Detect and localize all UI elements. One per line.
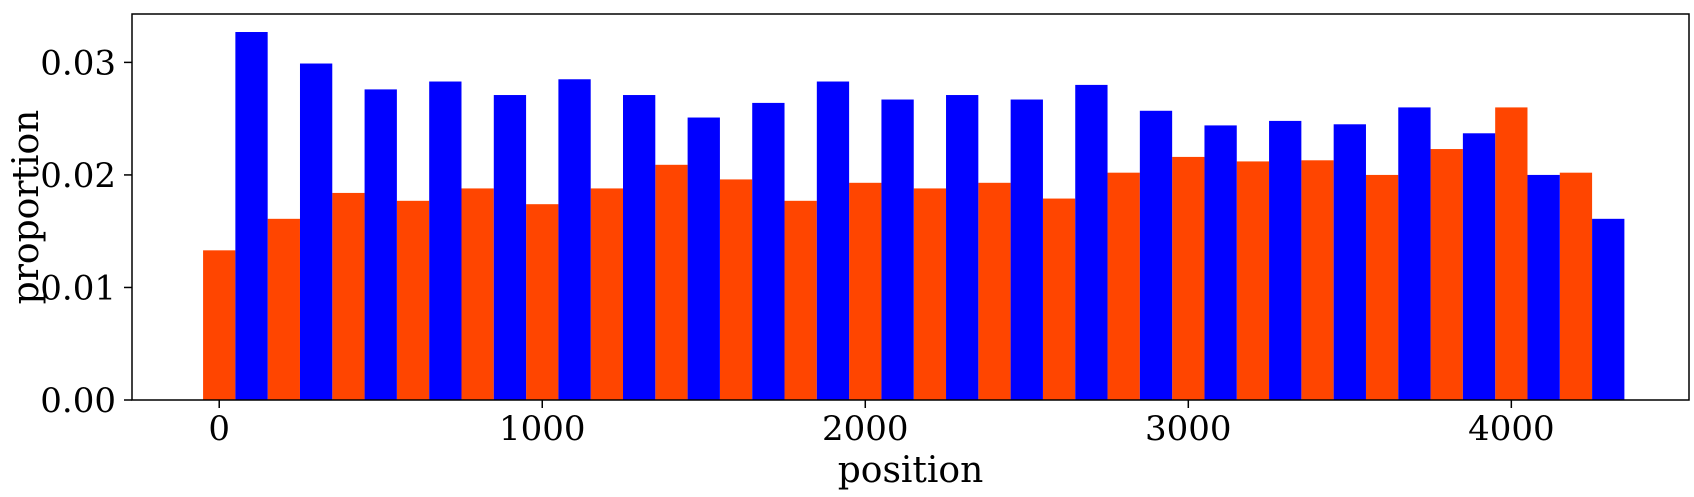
bar-series1-800	[461, 188, 494, 400]
y-axis: 0.00 0.01 0.02 0.03	[40, 43, 132, 421]
bar-series2-2700	[1075, 84, 1108, 401]
y-tick-label: 0.01	[40, 268, 116, 308]
y-tick-label: 0.00	[40, 381, 116, 421]
bar-series1-3200	[1236, 161, 1270, 400]
bar-series1-1800	[784, 200, 817, 400]
x-axis: 0 1000 2000 3000 4000	[208, 400, 1555, 449]
bar-series2-1900	[816, 81, 850, 401]
bar-series2-3300	[1269, 120, 1302, 400]
bar-series1-2800	[1107, 172, 1140, 400]
x-tick-label: 0	[208, 409, 230, 449]
bar-series2-2900	[1139, 110, 1173, 400]
bar-series2-4100	[1527, 174, 1560, 400]
bar-series2-100	[235, 32, 268, 400]
bar-series2-1300	[623, 95, 656, 400]
bar-series1-1600	[719, 179, 753, 400]
x-tick-label: 2000	[822, 409, 909, 449]
bar-series1-3400	[1301, 160, 1334, 400]
bar-series2-3500	[1333, 124, 1366, 400]
bar-series1-4200	[1559, 172, 1593, 400]
bar-series2-300	[299, 63, 333, 401]
x-tick-label: 4000	[1468, 409, 1555, 449]
x-tick-label: 3000	[1145, 409, 1232, 449]
bar-series2-3900	[1462, 133, 1496, 401]
bar-series2-2500	[1010, 99, 1043, 400]
bar-series1-3600	[1365, 174, 1399, 400]
bar-series2-2100	[881, 99, 914, 400]
bar-series2-1500	[687, 117, 720, 400]
bar-series1-600	[396, 200, 430, 400]
bar-series1-3000	[1172, 156, 1205, 400]
bar-series1-400	[332, 192, 365, 400]
bar-series2-1100	[558, 79, 591, 401]
x-tick-label: 1000	[499, 409, 586, 449]
bar-series1-2000	[849, 182, 882, 400]
bar-series1-1200	[590, 188, 623, 400]
bar-series1-2400	[978, 182, 1011, 400]
bar-series1-2600	[1042, 198, 1076, 400]
bar-series1-1400	[655, 164, 688, 400]
bar-series2-3700	[1398, 107, 1431, 400]
y-tick-label: 0.03	[40, 43, 116, 83]
bar-series2-4300	[1592, 218, 1625, 400]
bar-series1-3800	[1430, 149, 1463, 400]
bar-series2-500	[364, 89, 397, 401]
plot-frame	[131, 13, 1690, 401]
bar-series1-2200	[913, 188, 947, 400]
bar-series2-700	[429, 81, 462, 401]
bar-series2-3100	[1204, 125, 1237, 400]
x-axis-title: position	[838, 450, 984, 491]
bar-series1-0	[203, 250, 236, 400]
bar-series2-2300	[946, 95, 979, 400]
bars-layer	[203, 32, 1625, 401]
bar-series2-900	[493, 95, 527, 400]
y-tick-label: 0.02	[40, 156, 116, 196]
y-axis-title: proportion	[6, 110, 47, 305]
bar-series1-1000	[526, 204, 559, 400]
bar-series2-1700	[752, 102, 785, 401]
bar-series1-200	[267, 218, 300, 400]
bar-series1-4000	[1495, 107, 1528, 400]
